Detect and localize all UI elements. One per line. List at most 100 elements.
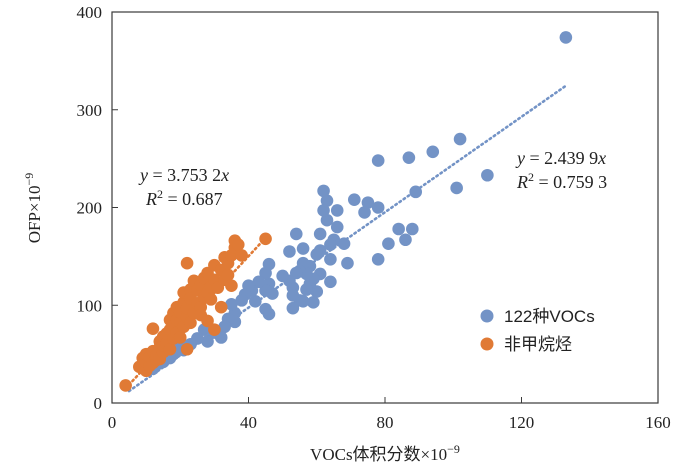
blue-data-point xyxy=(409,185,423,199)
orange-data-point xyxy=(259,232,272,246)
blue-data-point xyxy=(450,181,463,195)
x-tick-label: 160 xyxy=(645,413,671,432)
blue-data-point xyxy=(296,242,310,255)
axis-ticks: 0 40 80 120 160 0 100 200 300 400 xyxy=(77,3,671,432)
blue-r2-value: = 0.759 3 xyxy=(534,172,607,192)
legend-marker-blue xyxy=(480,309,494,323)
blue-data-point xyxy=(399,233,412,247)
blue-r2-exp: 2 xyxy=(528,170,534,184)
x-tick-label: 80 xyxy=(377,413,394,432)
x-tick-label: 120 xyxy=(509,413,535,432)
orange-trend-equation: y = 3.753 2x xyxy=(138,165,229,185)
blue-data-point xyxy=(310,248,324,261)
blue-data-point xyxy=(201,335,214,348)
blue-data-point xyxy=(235,294,248,307)
orange-r2-exp: 2 xyxy=(157,187,163,201)
y-tick-label: 300 xyxy=(77,101,103,120)
orange-data-point xyxy=(119,379,132,392)
blue-data-point xyxy=(426,145,440,159)
blue-data-point xyxy=(347,193,361,206)
blue-eq-y: y xyxy=(515,148,525,168)
orange-data-point xyxy=(204,293,218,306)
blue-data-point xyxy=(481,168,494,182)
y-axis-title-base: OFP×10 xyxy=(25,186,44,244)
data-points xyxy=(119,31,573,392)
blue-trend-equation: y = 2.439 9x xyxy=(515,148,606,168)
orange-r2-value: = 0.687 xyxy=(163,189,223,209)
x-axis-title-exponent: −9 xyxy=(447,442,460,456)
orange-trend-r2: R2 = 0.687 xyxy=(145,187,223,209)
blue-data-point xyxy=(337,237,351,250)
legend-marker-orange xyxy=(480,337,494,351)
blue-data-point xyxy=(324,253,337,266)
blue-data-point xyxy=(324,275,337,289)
y-tick-label: 0 xyxy=(94,394,103,413)
y-tick-label: 400 xyxy=(77,3,103,22)
x-axis-title: VOCs体积分数×10−9 xyxy=(310,442,460,464)
blue-data-point xyxy=(307,296,320,309)
orange-data-point xyxy=(201,314,214,328)
blue-data-point xyxy=(392,222,405,236)
y-axis-title-exponent: −9 xyxy=(22,173,36,186)
orange-data-point xyxy=(221,268,235,282)
blue-data-point xyxy=(330,220,344,234)
legend: 122种VOCs 非甲烷烃 xyxy=(480,307,595,354)
blue-data-point xyxy=(358,206,371,219)
orange-data-point xyxy=(235,249,248,262)
blue-data-point xyxy=(259,266,272,280)
blue-data-point xyxy=(341,256,354,270)
blue-data-point xyxy=(225,297,238,311)
blue-data-point xyxy=(313,227,327,241)
orange-data-point xyxy=(208,323,221,336)
blue-data-point xyxy=(559,31,573,44)
y-tick-label: 100 xyxy=(77,296,103,315)
y-axis-title: OFP×10−9 xyxy=(22,173,44,244)
orange-r2-lead: R xyxy=(145,189,157,209)
orange-data-point xyxy=(173,331,187,344)
blue-data-point xyxy=(320,194,334,207)
blue-eq-x: x xyxy=(597,148,606,168)
orange-eq-x: x xyxy=(220,165,229,185)
blue-data-point xyxy=(371,253,385,266)
orange-data-point xyxy=(214,300,228,314)
orange-data-point xyxy=(225,279,238,293)
blue-data-point xyxy=(286,301,300,315)
blue-data-point xyxy=(289,227,303,241)
blue-data-point xyxy=(259,302,272,316)
legend-label-blue: 122种VOCs xyxy=(504,307,595,326)
orange-data-point xyxy=(184,316,197,330)
blue-data-point xyxy=(317,184,330,198)
x-tick-label: 40 xyxy=(240,413,257,432)
blue-data-point xyxy=(286,289,300,302)
orange-data-point xyxy=(231,238,245,251)
blue-trend-r2: R2 = 0.759 3 xyxy=(516,170,607,192)
blue-data-point xyxy=(317,204,330,217)
blue-data-point xyxy=(371,154,385,167)
x-axis-title-base: VOCs体积分数×10 xyxy=(310,445,447,464)
blue-data-point xyxy=(382,237,395,250)
blue-data-point xyxy=(453,132,467,146)
orange-eq-body: = 3.753 2 xyxy=(148,165,221,185)
blue-data-point xyxy=(371,201,385,214)
blue-data-point xyxy=(283,245,296,258)
orange-data-point xyxy=(163,342,177,356)
blue-data-point xyxy=(218,320,231,334)
legend-label-orange: 非甲烷烃 xyxy=(504,335,572,354)
orange-data-point xyxy=(180,256,194,270)
blue-data-point xyxy=(276,269,289,283)
x-tick-label: 0 xyxy=(108,413,117,432)
blue-data-point xyxy=(300,283,313,296)
y-tick-label: 200 xyxy=(77,199,103,218)
blue-eq-body: = 2.439 9 xyxy=(525,148,598,168)
blue-data-point xyxy=(324,238,337,251)
blue-r2-lead: R xyxy=(516,172,528,192)
orange-eq-y: y xyxy=(138,165,148,185)
blue-data-point xyxy=(259,284,272,297)
blue-data-point xyxy=(402,151,416,164)
blue-data-point xyxy=(252,275,266,289)
blue-data-point xyxy=(361,196,375,209)
orange-data-point xyxy=(146,322,160,336)
blue-data-point xyxy=(406,222,419,236)
blue-data-point xyxy=(249,295,262,308)
